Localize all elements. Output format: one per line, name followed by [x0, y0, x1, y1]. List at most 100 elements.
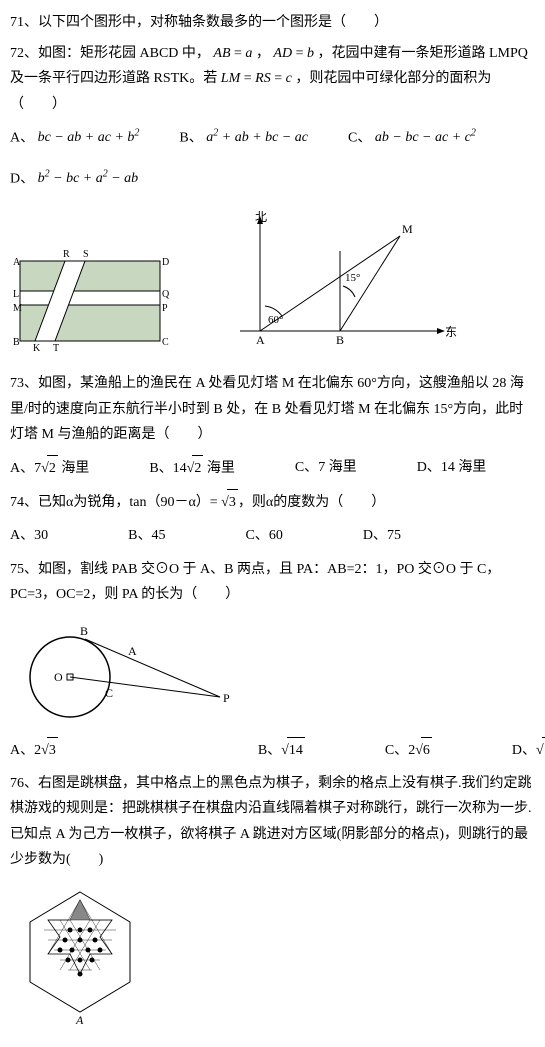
- lbl-a: A: [256, 333, 265, 347]
- opt-label: C、: [348, 130, 371, 145]
- lbl-north: 北: [255, 211, 267, 224]
- val: 60: [269, 528, 283, 543]
- lbl-l: L: [13, 289, 19, 300]
- figure-76: A: [10, 882, 150, 1027]
- lbl: C、: [245, 528, 268, 543]
- q72-eq4: =: [274, 71, 285, 86]
- lbl: D、: [363, 528, 387, 543]
- q72-a: a: [245, 46, 252, 61]
- q75-options: A、2√3 B、√14 C、2√6 D、√10: [10, 737, 535, 763]
- lbl-a: A: [128, 644, 137, 658]
- lbl-c: C: [105, 686, 113, 700]
- rad: 2: [47, 455, 58, 481]
- q74-option-b: B、45: [128, 523, 165, 548]
- q75-option-d: D、√10: [512, 737, 545, 763]
- opt-expr: bc − ab + ac + b: [38, 130, 135, 145]
- lbl: B、: [149, 461, 172, 476]
- q75-text: 75、如图，割线 PAB 交⊙O 于 A、B 两点，且 PA：AB=2：1，PO…: [10, 562, 500, 602]
- q76-text: 76、右图是跳棋盘，其中格点上的黑色点为棋子，剩余的格点上没有棋子.我们约定跳棋…: [10, 776, 532, 867]
- q74-option-a: A、30: [10, 523, 48, 548]
- q73-option-b: B、14√2 海里: [149, 455, 235, 481]
- lbl-m: M: [402, 222, 413, 236]
- q72-eq3: =: [244, 71, 255, 86]
- q74-text1: 74、已知α为锐角，tan（90－α）=: [10, 495, 221, 510]
- q72-b: b: [307, 46, 314, 61]
- opt-expr2: + ab + bc − ac: [218, 130, 308, 145]
- q73-option-c: C、7 海里: [295, 455, 357, 481]
- lbl: C、: [295, 460, 318, 475]
- lbl: A、: [10, 743, 34, 758]
- lbl-d: D: [162, 257, 169, 268]
- lbl-east: 东: [445, 325, 457, 339]
- opt-label: B、: [179, 130, 202, 145]
- figure-75: O B A C P: [10, 617, 240, 727]
- q73-text: 73、如图，某渔船上的渔民在 A 处看见灯塔 M 在北偏东 60°方向，这艘渔船…: [10, 376, 524, 441]
- q74-option-d: D、75: [363, 523, 401, 548]
- val: 14 海里: [441, 460, 487, 475]
- val: 75: [387, 528, 401, 543]
- q72-rs: RS: [255, 71, 271, 86]
- lbl: B、: [258, 743, 281, 758]
- pre: 2: [408, 743, 415, 758]
- sup: 2: [134, 128, 139, 139]
- val: 7 海里: [318, 460, 357, 475]
- q72-options: A、 bc − ab + ac + b2 B、 a2 + ab + bc − a…: [10, 125, 535, 151]
- q71-text: 71、以下四个图形中，对称轴条数最多的一个图形是（ ）: [10, 15, 388, 30]
- lbl-p: P: [162, 303, 168, 314]
- question-74: 74、已知α为锐角，tan（90－α）= √3，则α的度数为（ ）: [10, 489, 535, 515]
- lbl-60: 60°: [268, 314, 283, 326]
- q75-option-c: C、2√6: [385, 737, 432, 763]
- q75-option-a: A、2√3: [10, 737, 58, 763]
- q75-option-b: B、√14: [258, 737, 305, 763]
- q72-eq1: =: [234, 46, 245, 61]
- question-71: 71、以下四个图形中，对称轴条数最多的一个图形是（ ）: [10, 10, 535, 35]
- lbl-s: S: [83, 249, 89, 260]
- question-76: 76、右图是跳棋盘，其中格点上的黑色点为棋子，剩余的格点上没有棋子.我们约定跳棋…: [10, 771, 535, 872]
- lbl: D、: [417, 460, 441, 475]
- rad: 3: [47, 737, 58, 763]
- rad: 2: [192, 455, 203, 481]
- lbl-r: R: [63, 249, 70, 260]
- q74-option-c: C、60: [245, 523, 282, 548]
- question-72: 72、如图：矩形花园 ABCD 中， AB = a ， AD = b ，花园中建…: [10, 41, 535, 117]
- lbl-p: P: [223, 691, 230, 705]
- q72-ab: AB: [213, 46, 230, 61]
- q73-options: A、7√2 海里 B、14√2 海里 C、7 海里 D、14 海里: [10, 455, 535, 481]
- q72-text1: 72、如图：矩形花园 ABCD 中，: [10, 46, 210, 61]
- opt-label: A、: [10, 130, 34, 145]
- figures-row: A D L M Q P B C R S K T 北 东 M A B 60° 15…: [10, 211, 535, 351]
- lbl-q: Q: [162, 289, 170, 300]
- q72-c: c: [286, 71, 292, 86]
- q72-lm: LM: [221, 71, 240, 86]
- q72-option-c: C、 ab − bc − ac + c2: [348, 125, 476, 151]
- q72-ad: AD: [273, 46, 292, 61]
- lbl: D、: [512, 743, 536, 758]
- lbl-b: B: [13, 337, 20, 348]
- lbl-k: K: [33, 343, 41, 351]
- opt-expr: b: [38, 171, 45, 186]
- lbl-a: A: [13, 257, 21, 268]
- figure-72: A D L M Q P B C R S K T: [10, 241, 170, 351]
- lbl-t: T: [53, 343, 59, 351]
- sup: 2: [471, 128, 476, 139]
- question-75: 75、如图，割线 PAB 交⊙O 于 A、B 两点，且 PA：AB=2：1，PO…: [10, 557, 535, 607]
- q72-option-a: A、 bc − ab + ac + b2: [10, 125, 139, 151]
- opt-expr: ab − bc − ac + c: [375, 130, 471, 145]
- suf: 海里: [203, 461, 235, 476]
- figure-75-wrap: O B A C P: [10, 617, 535, 727]
- val: 45: [151, 528, 165, 543]
- lbl: B、: [128, 528, 151, 543]
- pre: 2: [34, 743, 41, 758]
- lbl-m: M: [13, 303, 22, 314]
- lbl-o: O: [54, 670, 63, 684]
- rad: 3: [227, 489, 238, 515]
- rad: 6: [421, 737, 432, 763]
- lbl: A、: [10, 528, 34, 543]
- lbl-a: A: [75, 1013, 84, 1027]
- q72-options-2: D、 b2 − bc + a2 − ab: [10, 166, 535, 192]
- q73-option-a: A、7√2 海里: [10, 455, 89, 481]
- pre: 7: [34, 461, 41, 476]
- q73-option-d: D、14 海里: [417, 455, 487, 481]
- figure-76-wrap: A: [10, 882, 535, 1027]
- lbl: A、: [10, 461, 34, 476]
